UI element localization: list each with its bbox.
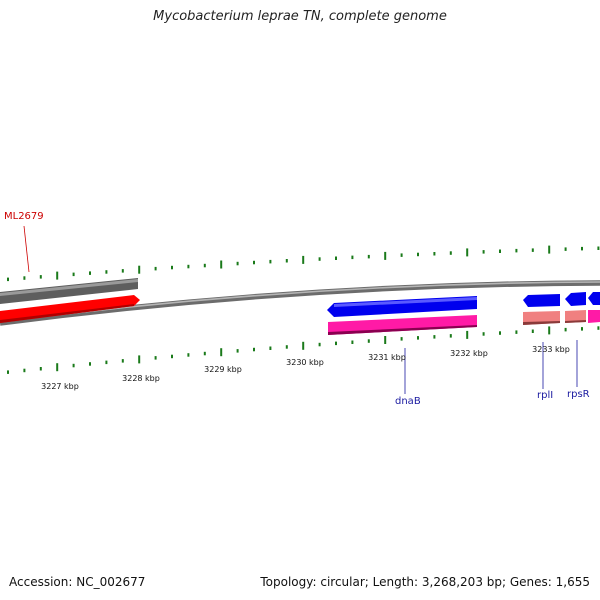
gene-label-rpli[interactable]: rplI (537, 390, 553, 401)
gene-label-rpsr[interactable]: rpsR (567, 389, 590, 400)
gene-feature-dnab-magenta (328, 315, 477, 335)
tick-label: 3232 kbp (450, 349, 488, 358)
map-title: Mycobacterium leprae TN, complete genome (153, 9, 447, 24)
gene-feature-rpli[interactable] (523, 294, 560, 307)
tick-label: 3231 kbp (368, 353, 406, 362)
gene-feature-edge-magenta (588, 310, 600, 323)
tick-label: 3227 kbp (41, 382, 79, 391)
gene-feature-edge-blue (588, 292, 600, 305)
accession-text: Accession: NC_002677 (9, 575, 146, 589)
tick-label: 3230 kbp (286, 358, 324, 367)
gene-label-ml2679[interactable]: ML2679 (4, 211, 44, 222)
gene-feature-rpsr[interactable] (565, 292, 586, 306)
gene-feature-dnab-magenta-shade (328, 325, 477, 335)
gene-label-dnab[interactable]: dnaB (395, 396, 421, 407)
ml2679-leader (23, 225, 30, 273)
inner-tick-marks (7, 326, 600, 374)
genome-backbone (0, 280, 600, 326)
gene-feature-dnab-shine (334, 297, 477, 307)
outer-tick-marks (7, 245, 600, 282)
gene-feature-rpsr-pink (565, 310, 586, 323)
gene-feature-rpli-pink-shade (523, 321, 560, 325)
gene-feature-red-shade (0, 304, 134, 323)
tick-label: 3229 kbp (204, 365, 242, 374)
gene-feature-gray-shine (0, 279, 138, 296)
tick-label: 3233 kbp (532, 345, 570, 354)
gene-feature-rpsr-pink-shade (565, 320, 586, 323)
tick-label: 3228 kbp (122, 374, 160, 383)
topology-text: Topology: circular; Length: 3,268,203 bp… (260, 575, 590, 589)
